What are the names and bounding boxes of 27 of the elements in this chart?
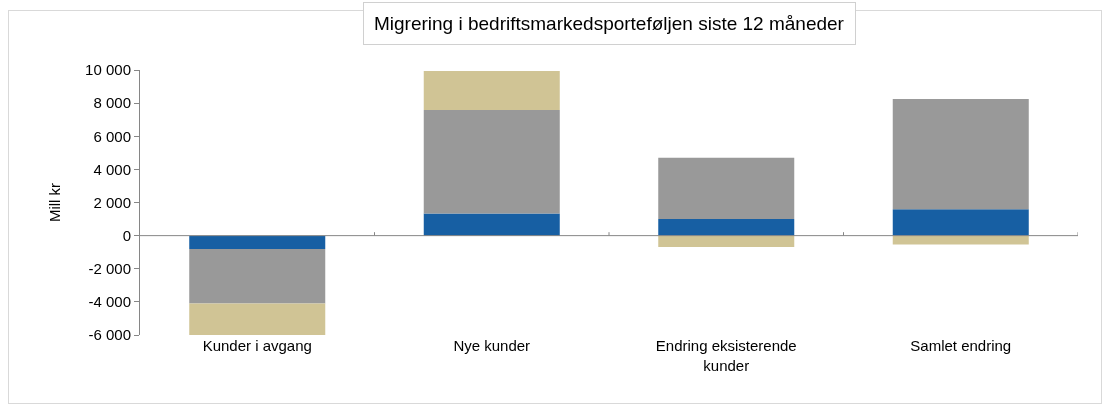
y-axis-title: Mill kr bbox=[46, 182, 64, 223]
bar bbox=[423, 110, 560, 214]
bar bbox=[658, 235, 795, 247]
bar bbox=[892, 235, 1029, 245]
chart-title: Migrering i bedriftsmarkedsporteføljen siste 12 måneder bbox=[374, 13, 845, 34]
x-tick-label: Nye kunder bbox=[453, 337, 531, 354]
bar bbox=[423, 70, 560, 111]
bar bbox=[189, 303, 326, 335]
y-tick-label: -2 000 bbox=[88, 260, 131, 277]
x-tick-label: Kunder i avgang bbox=[202, 337, 312, 354]
y-tick-label: -4 000 bbox=[88, 293, 131, 311]
y-tick-label: 2 000 bbox=[93, 193, 131, 211]
y-tick-label: 0 bbox=[122, 226, 131, 244]
bar bbox=[658, 219, 795, 236]
bar bbox=[423, 213, 560, 236]
y-tick-label: -6 000 bbox=[88, 326, 131, 344]
bar bbox=[189, 248, 326, 304]
bar bbox=[189, 235, 326, 249]
bar bbox=[892, 98, 1029, 210]
x-tick-label: Endring eksisterende kunder bbox=[655, 337, 797, 374]
y-tick-label: 4 000 bbox=[93, 160, 131, 178]
bar bbox=[658, 157, 795, 220]
x-tick-label: Samlet endring bbox=[910, 337, 1012, 354]
y-tick-label: 6 000 bbox=[93, 127, 131, 145]
bar bbox=[892, 209, 1029, 236]
y-tick-label: 8 000 bbox=[93, 94, 131, 112]
y-tick-label: 10 000 bbox=[85, 61, 131, 79]
